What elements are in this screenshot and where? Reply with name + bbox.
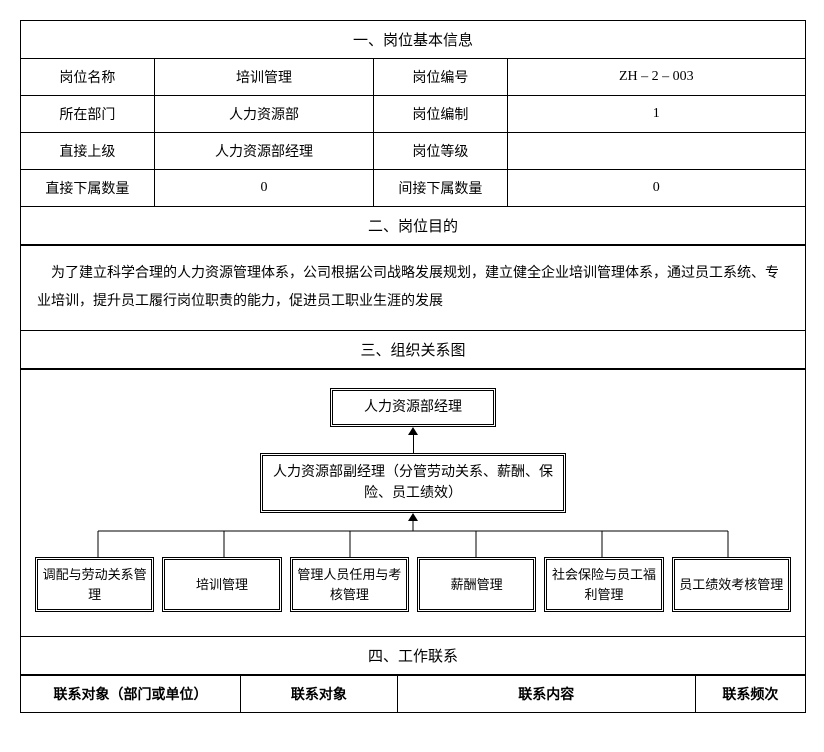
connector-line	[413, 435, 414, 453]
org-leaf: 薪酬管理	[417, 557, 536, 612]
org-chart: 人力资源部经理 人力资源部副经理（分管劳动关系、薪酬、保险、员工绩效） 调配与劳…	[21, 369, 805, 636]
section4-title: 四、工作联系	[21, 636, 805, 675]
org-node-top: 人力资源部经理	[330, 388, 496, 427]
org-leaf: 员工绩效考核管理	[672, 557, 791, 612]
table-row: 直接下属数量 0 间接下属数量 0	[21, 170, 805, 207]
label-direct-reports: 直接下属数量	[21, 170, 154, 207]
purpose-text: 为了建立科学合理的人力资源管理体系，公司根据公司战略发展规划，建立健全企业培训管…	[21, 245, 805, 330]
label-supervisor: 直接上级	[21, 133, 154, 170]
org-leaf: 调配与劳动关系管理	[35, 557, 154, 612]
value-direct-reports: 0	[154, 170, 374, 207]
arrow-up-icon	[408, 427, 418, 435]
label-grade: 岗位等级	[374, 133, 507, 170]
contacts-header: 联系频次	[695, 676, 805, 713]
table-row: 直接上级 人力资源部经理 岗位等级	[21, 133, 805, 170]
contacts-header: 联系对象	[241, 676, 398, 713]
section2-title: 二、岗位目的	[21, 206, 805, 245]
org-node-mid: 人力资源部副经理（分管劳动关系、薪酬、保险、员工绩效）	[260, 453, 566, 513]
document-container: 一、岗位基本信息 岗位名称 培训管理 岗位编号 ZH – 2 – 003 所在部…	[20, 20, 806, 713]
section1-title: 一、岗位基本信息	[21, 21, 805, 59]
basic-info-table: 岗位名称 培训管理 岗位编号 ZH – 2 – 003 所在部门 人力资源部 岗…	[21, 59, 805, 206]
value-supervisor: 人力资源部经理	[154, 133, 374, 170]
label-position-name: 岗位名称	[21, 59, 154, 96]
value-grade	[507, 133, 805, 170]
org-leaf: 社会保险与员工福利管理	[544, 557, 663, 612]
table-row: 所在部门 人力资源部 岗位编制 1	[21, 96, 805, 133]
value-position-code: ZH – 2 – 003	[507, 59, 805, 96]
org-leaf: 培训管理	[162, 557, 281, 612]
label-position-code: 岗位编号	[374, 59, 507, 96]
value-headcount: 1	[507, 96, 805, 133]
section3-title: 三、组织关系图	[21, 330, 805, 369]
contacts-table: 联系对象（部门或单位） 联系对象 联系内容 联系频次	[21, 675, 805, 712]
label-indirect-reports: 间接下属数量	[374, 170, 507, 207]
arrow-up-icon	[408, 513, 418, 521]
org-leaves-row: 调配与劳动关系管理 培训管理 管理人员任用与考核管理 薪酬管理 社会保险与员工福…	[31, 557, 795, 612]
table-row: 联系对象（部门或单位） 联系对象 联系内容 联系频次	[21, 676, 805, 713]
value-indirect-reports: 0	[507, 170, 805, 207]
contacts-header: 联系对象（部门或单位）	[21, 676, 241, 713]
value-position-name: 培训管理	[154, 59, 374, 96]
label-department: 所在部门	[21, 96, 154, 133]
table-row: 岗位名称 培训管理 岗位编号 ZH – 2 – 003	[21, 59, 805, 96]
value-department: 人力资源部	[154, 96, 374, 133]
label-headcount: 岗位编制	[374, 96, 507, 133]
org-leaf: 管理人员任用与考核管理	[290, 557, 409, 612]
contacts-header: 联系内容	[397, 676, 695, 713]
fanout-connector	[33, 521, 793, 557]
